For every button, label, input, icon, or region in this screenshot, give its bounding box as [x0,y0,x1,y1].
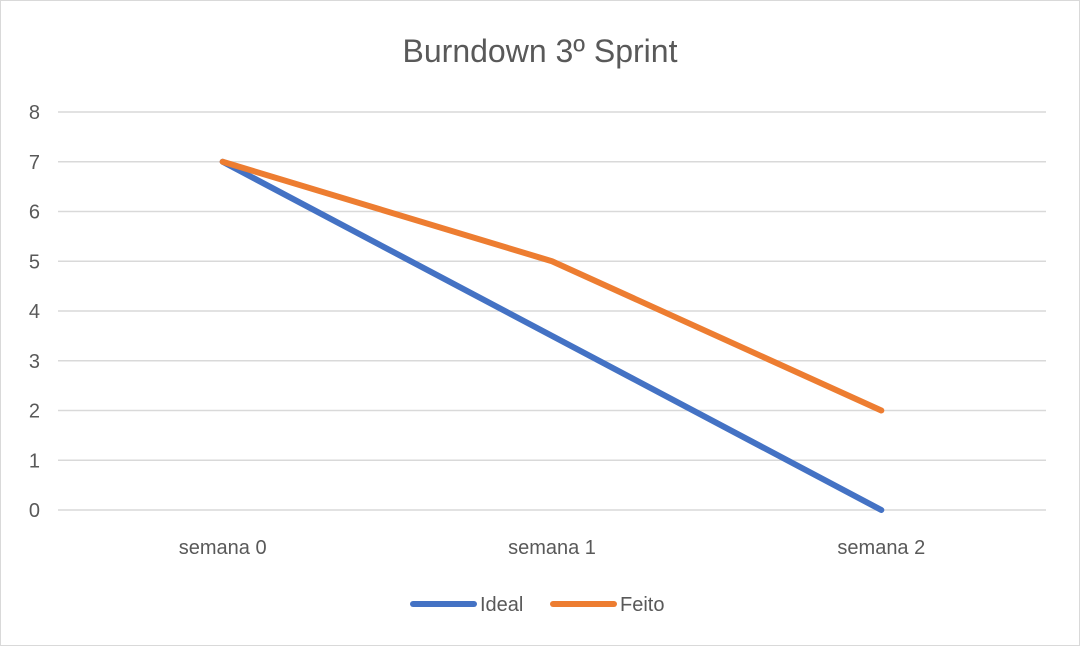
legend: Ideal Feito [410,594,664,616]
y-tick-label: 6 [29,202,40,224]
y-tick-label: 4 [29,301,40,323]
chart-title: Burndown 3º Sprint [403,33,678,69]
y-tick-label: 0 [29,500,40,522]
x-tick-label: semana 1 [508,537,596,559]
y-tick-label: 3 [29,351,40,373]
y-tick-label: 2 [29,401,40,423]
series-line-feito [219,158,885,414]
x-tick-label: semana 2 [837,537,925,559]
x-axis-ticks: semana 0 semana 1 semana 2 [179,537,926,559]
y-tick-label: 7 [29,152,40,174]
gridlines [58,111,1046,511]
legend-label-ideal: Ideal [480,594,523,616]
y-tick-label: 8 [29,102,40,124]
series-lines [219,158,885,513]
y-tick-label: 5 [29,251,40,273]
y-axis-ticks: 0 1 2 3 4 5 6 7 8 [29,102,40,522]
legend-label-feito: Feito [620,594,664,616]
x-tick-label: semana 0 [179,537,267,559]
y-tick-label: 1 [29,450,40,472]
